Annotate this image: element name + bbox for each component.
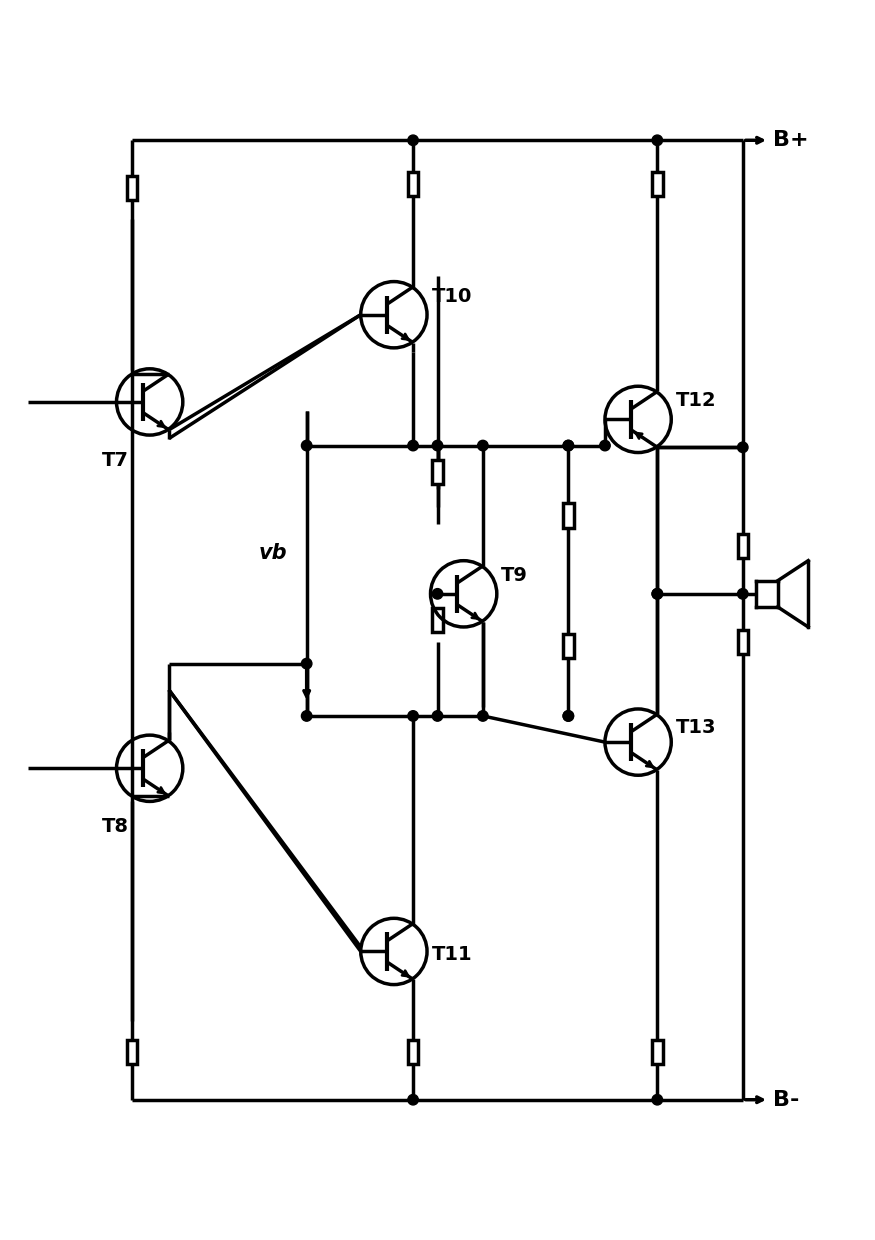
FancyBboxPatch shape [564, 503, 574, 527]
FancyBboxPatch shape [408, 171, 418, 196]
Circle shape [652, 135, 662, 145]
Circle shape [301, 658, 312, 668]
Text: vb: vb [259, 543, 287, 563]
FancyBboxPatch shape [432, 608, 443, 632]
FancyBboxPatch shape [432, 460, 443, 484]
Text: T7: T7 [102, 450, 129, 470]
Circle shape [408, 1095, 418, 1105]
FancyBboxPatch shape [408, 1039, 418, 1064]
Circle shape [599, 440, 610, 451]
Text: B+: B+ [774, 130, 808, 150]
FancyBboxPatch shape [738, 533, 748, 558]
Circle shape [408, 711, 418, 722]
Circle shape [738, 589, 748, 599]
Circle shape [432, 440, 443, 451]
Circle shape [432, 589, 443, 599]
Text: T9: T9 [501, 565, 528, 585]
FancyBboxPatch shape [127, 1039, 137, 1064]
Circle shape [408, 440, 418, 451]
Circle shape [564, 711, 574, 722]
Circle shape [652, 589, 662, 599]
Text: T10: T10 [431, 286, 472, 305]
FancyBboxPatch shape [652, 1039, 662, 1064]
FancyBboxPatch shape [652, 171, 662, 196]
Circle shape [408, 135, 418, 145]
Text: T8: T8 [102, 817, 129, 836]
Circle shape [652, 1095, 662, 1105]
Circle shape [432, 711, 443, 722]
Circle shape [652, 589, 662, 599]
Circle shape [564, 711, 574, 722]
FancyBboxPatch shape [738, 630, 748, 653]
Circle shape [564, 440, 574, 451]
Circle shape [738, 443, 748, 453]
Circle shape [478, 440, 488, 451]
Circle shape [301, 711, 312, 722]
FancyBboxPatch shape [564, 634, 574, 658]
Circle shape [478, 711, 488, 722]
Circle shape [301, 440, 312, 451]
Text: B-: B- [774, 1090, 800, 1110]
Text: T12: T12 [676, 392, 717, 410]
Text: T13: T13 [676, 718, 716, 738]
Circle shape [564, 440, 574, 451]
FancyBboxPatch shape [127, 176, 137, 201]
Text: T11: T11 [431, 945, 472, 965]
